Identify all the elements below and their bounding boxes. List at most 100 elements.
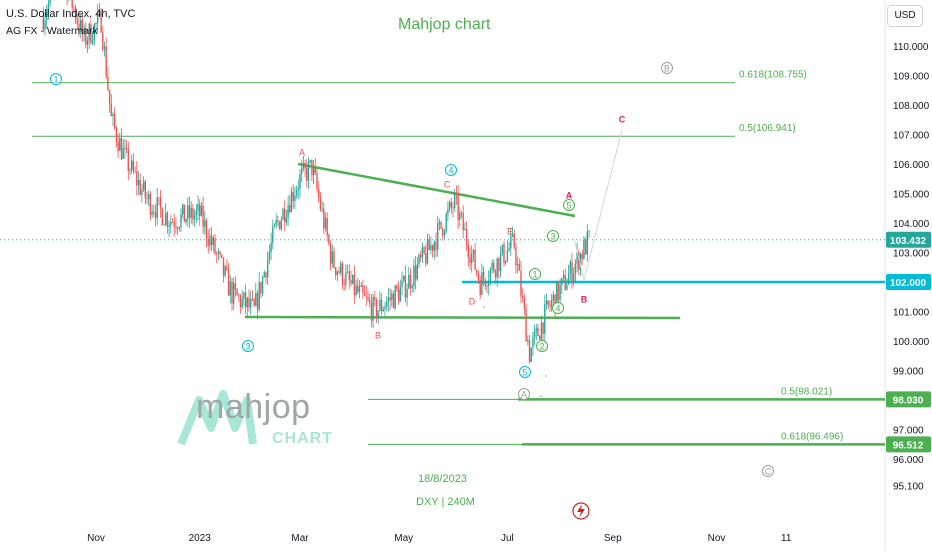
candle-body bbox=[318, 188, 320, 198]
candle-body bbox=[511, 233, 514, 237]
candle-body bbox=[352, 274, 354, 284]
wave-label: 1 bbox=[532, 270, 537, 280]
candle-body bbox=[239, 296, 242, 308]
candle-body bbox=[455, 192, 458, 196]
candle-body bbox=[226, 266, 228, 270]
candle-body bbox=[207, 238, 209, 246]
candle-body bbox=[588, 230, 590, 232]
candle-body bbox=[227, 269, 230, 296]
candle-body bbox=[158, 197, 160, 199]
current-price-badge[interactable] bbox=[886, 231, 931, 248]
candle-body bbox=[348, 271, 350, 281]
triangle-upper-line[interactable] bbox=[297, 162, 576, 218]
candle-body bbox=[122, 148, 124, 159]
candle-body bbox=[295, 190, 298, 196]
marker-dot bbox=[483, 306, 485, 308]
candle-body bbox=[535, 327, 537, 332]
candle-body bbox=[486, 285, 488, 287]
candle-body bbox=[294, 195, 296, 201]
candle-body bbox=[132, 160, 135, 171]
candle-body bbox=[275, 219, 277, 225]
candle-body bbox=[76, 19, 78, 24]
candle-body bbox=[156, 197, 158, 219]
y-tick-label: 104.000 bbox=[893, 219, 930, 230]
candle-body bbox=[210, 235, 213, 246]
wave-label: B bbox=[581, 295, 588, 305]
candle-body bbox=[537, 327, 539, 337]
level-label: 0.618(96.496) bbox=[781, 431, 843, 442]
y-tick-label: 97.000 bbox=[893, 426, 924, 437]
candle-body bbox=[491, 262, 493, 269]
candle-body bbox=[418, 254, 420, 265]
candle-body bbox=[168, 225, 170, 227]
currency-button[interactable]: USD bbox=[887, 5, 923, 27]
level-label: 0.5(106.941) bbox=[739, 123, 796, 134]
candle-body bbox=[573, 273, 575, 283]
candle-body bbox=[506, 250, 509, 261]
indicator-label[interactable]: AG FX - Watermark bbox=[6, 25, 98, 37]
symbol-header: U.S. Dollar Index, 4h, TVC bbox=[6, 8, 136, 20]
candle-body bbox=[438, 221, 441, 224]
candle-body bbox=[518, 264, 520, 271]
wave-label-ring bbox=[536, 340, 548, 352]
candle-body bbox=[367, 296, 369, 300]
candle-body bbox=[370, 302, 373, 321]
candle-body bbox=[244, 292, 247, 308]
note-info: DXY | 240M bbox=[416, 496, 475, 508]
candle-body bbox=[287, 204, 289, 218]
candle-body bbox=[144, 181, 146, 198]
candle-body bbox=[561, 278, 563, 286]
candle-body bbox=[467, 244, 469, 258]
candle-body bbox=[98, 10, 101, 14]
wave-label-ring bbox=[552, 302, 564, 314]
candle-body bbox=[414, 265, 417, 280]
x-tick-label: Nov bbox=[708, 533, 726, 544]
candle-body bbox=[311, 159, 313, 176]
candle-body bbox=[212, 237, 214, 246]
candle-body bbox=[508, 248, 510, 251]
level-badge[interactable] bbox=[886, 274, 931, 290]
candle-body bbox=[209, 235, 211, 246]
candle-body bbox=[149, 194, 152, 215]
level-badge-text: 96.512 bbox=[893, 440, 924, 451]
candle-body bbox=[176, 228, 179, 230]
candle-body bbox=[539, 336, 541, 340]
candle-body bbox=[166, 212, 169, 227]
candle-body bbox=[379, 299, 381, 311]
candle-body bbox=[100, 10, 102, 33]
candle-body bbox=[333, 251, 335, 268]
wave-label-ring bbox=[529, 268, 541, 280]
level-badge[interactable] bbox=[886, 436, 931, 453]
candle-body bbox=[484, 279, 486, 286]
candle-body bbox=[188, 205, 191, 218]
candle-body bbox=[197, 204, 199, 211]
candle-body bbox=[255, 293, 257, 306]
candle-body bbox=[183, 204, 186, 223]
wave-label: 4 bbox=[555, 304, 560, 314]
candle-body bbox=[528, 340, 531, 362]
candle-body bbox=[192, 207, 194, 220]
current-price-badge-text: 103.432 bbox=[890, 236, 927, 247]
candle-body bbox=[105, 46, 107, 77]
marker-dot bbox=[540, 395, 542, 397]
candle-body bbox=[421, 247, 424, 258]
candle-body bbox=[505, 260, 507, 264]
candle-body bbox=[392, 293, 395, 309]
wave-label-ring bbox=[518, 388, 530, 400]
wave-label: 1 bbox=[53, 75, 58, 85]
candle-body bbox=[137, 179, 140, 186]
candle-body bbox=[445, 213, 447, 232]
y-tick-label: 110.000 bbox=[893, 42, 929, 53]
candle-body bbox=[85, 28, 87, 45]
candle-body bbox=[550, 300, 553, 307]
candle-body bbox=[336, 271, 339, 275]
candle-body bbox=[108, 89, 111, 104]
candle-body bbox=[464, 229, 466, 231]
triangle-lower-line[interactable] bbox=[244, 315, 681, 320]
level-badge[interactable] bbox=[886, 391, 931, 408]
lightning-icon bbox=[577, 504, 585, 518]
candle-body bbox=[494, 271, 497, 278]
wave-label: D bbox=[469, 297, 476, 307]
